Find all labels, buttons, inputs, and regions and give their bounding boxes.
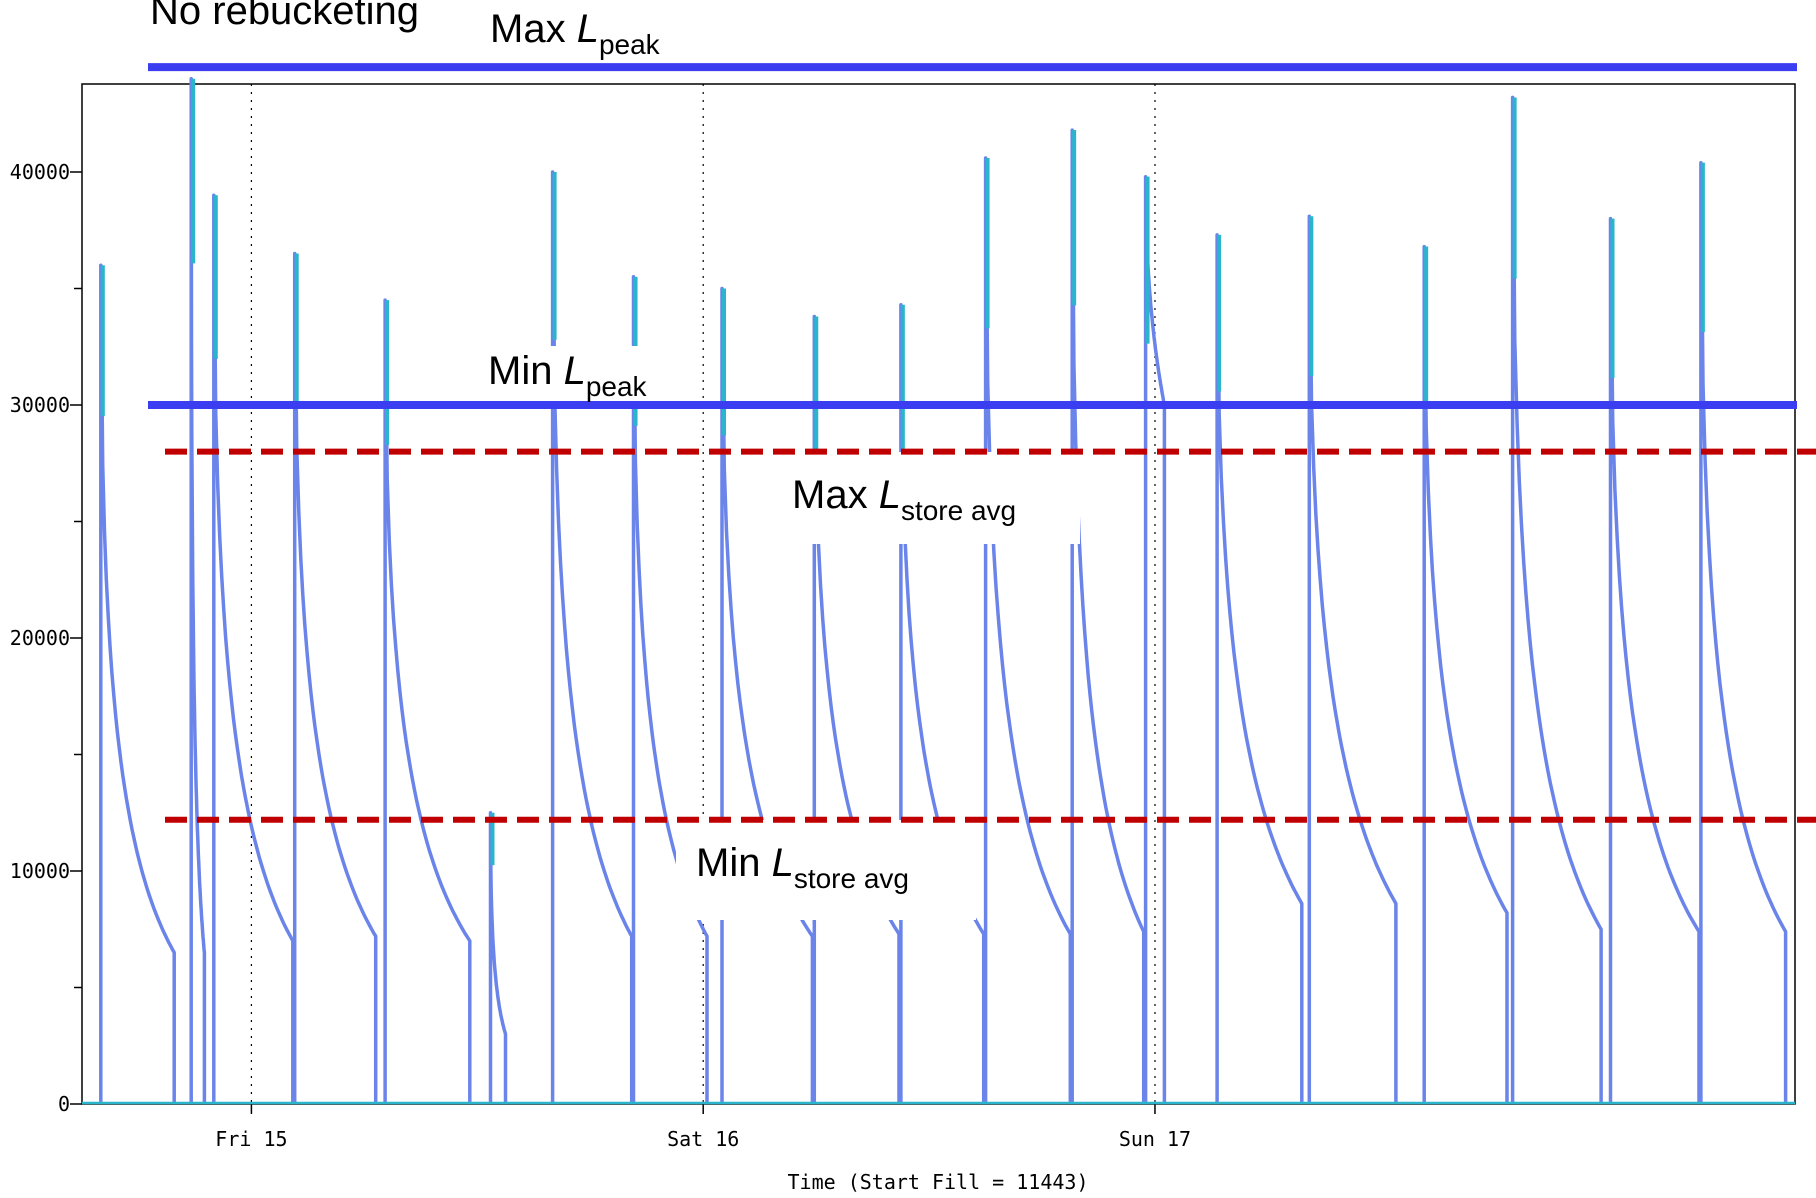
reference-line-group: Max Lstore avg: [165, 448, 1816, 544]
reference-line-group: Min Lpeak: [148, 346, 1797, 409]
store-curve: [383, 298, 472, 1104]
reference-label-box: [770, 452, 1080, 544]
reference-line-group: Max Lpeak: [148, 4, 1797, 72]
store-curve: [99, 263, 176, 1104]
store-curve: [189, 77, 207, 1104]
reference-line-label: Max Lstore avg: [792, 473, 1016, 526]
chart-title: No rebucketing: [150, 0, 419, 33]
reference-lines: Max Lpeak Min Lpeak Max Lstore avg Min Lsto…: [148, 4, 1816, 920]
day-gridlines: [250, 84, 1156, 1104]
store-curve: [292, 251, 378, 1104]
store-curve: [488, 811, 508, 1104]
store-curve: [720, 286, 815, 1104]
store-curve: [1510, 95, 1603, 1104]
store-curve: [983, 156, 1073, 1104]
store-curve: [550, 170, 634, 1104]
reference-line-label: Min Lstore avg: [696, 841, 909, 894]
x-axis: Fri 15 Sat 16 Sun 17: [215, 1104, 1191, 1151]
y-tick-label: 10000: [10, 859, 70, 883]
store-curve: [1608, 216, 1701, 1104]
reference-line-label: Max Lpeak: [490, 7, 661, 60]
y-axis: 0 10000 20000 30000 40000: [10, 160, 82, 1116]
y-tick-label: 40000: [10, 160, 70, 184]
plot-frame: [81, 83, 1796, 1105]
y-tick-label: 30000: [10, 393, 70, 417]
reference-label-box: [676, 820, 976, 920]
luminosity-series: [82, 77, 1795, 1105]
store-curve: [212, 193, 295, 1104]
y-tick-label: 0: [58, 1092, 70, 1116]
x-axis-label: Time (Start Fill = 11443): [787, 1170, 1088, 1194]
reference-label-box: [470, 4, 710, 68]
store-curve: [812, 314, 901, 1104]
store-curve: [1422, 244, 1509, 1104]
y-tick-label: 20000: [10, 626, 70, 650]
store-curve: [1699, 160, 1788, 1104]
store-curve: [1215, 233, 1304, 1104]
store-curve: [1307, 214, 1398, 1104]
x-tick-label: Fri 15: [215, 1127, 287, 1151]
store-curve: [899, 303, 986, 1104]
reference-line-group: Min Lstore avg: [165, 816, 1816, 920]
x-tick-label: Sun 17: [1119, 1127, 1191, 1151]
x-tick-label: Sat 16: [667, 1127, 739, 1151]
reference-label-box: [468, 346, 696, 406]
store-curve: [1070, 128, 1146, 1104]
reference-line-label: Min Lpeak: [488, 349, 648, 402]
